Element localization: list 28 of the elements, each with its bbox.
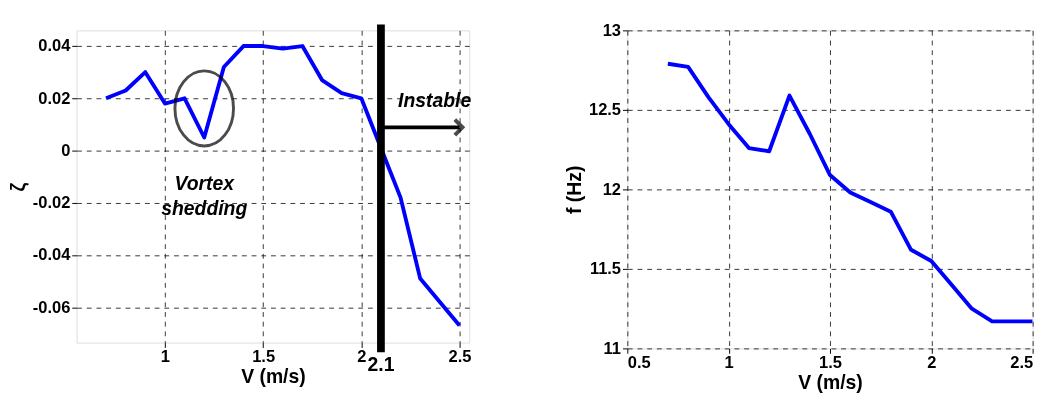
y-tick-label: 11 bbox=[603, 338, 622, 357]
x-tick-label: 1.5 bbox=[252, 347, 276, 366]
x-tick-label: 2.5 bbox=[448, 347, 472, 366]
y-tick-label: 12.5 bbox=[588, 100, 622, 119]
y-axis-title: f (Hz) bbox=[563, 165, 586, 215]
y-tick-label: 11.5 bbox=[589, 259, 622, 278]
x-axis-title: V (m/s) bbox=[798, 370, 863, 393]
annotation: Instable bbox=[398, 88, 472, 111]
x-tick-label: 0.5 bbox=[627, 353, 651, 372]
x-tick-label: 2 bbox=[357, 347, 367, 366]
y-tick-label: 13 bbox=[602, 20, 622, 39]
y-tick-label: -0.02 bbox=[32, 193, 71, 212]
x-tick-label: 1 bbox=[160, 347, 171, 366]
y-axis-title: ζ bbox=[6, 182, 29, 192]
annotation: Vortex shedding bbox=[161, 171, 248, 220]
ref-line-label: 2.1 bbox=[367, 352, 395, 375]
x-tick-label: 1.5 bbox=[819, 353, 842, 372]
y-tick-label: 0.02 bbox=[38, 88, 71, 107]
y-tick-label: 12 bbox=[602, 179, 622, 198]
y-tick-label: 0 bbox=[61, 140, 71, 159]
x-tick-label: 2.5 bbox=[1010, 353, 1034, 372]
y-tick-label: 0.04 bbox=[38, 36, 72, 55]
x-tick-label: 2 bbox=[927, 353, 937, 372]
y-tick-label: -0.06 bbox=[32, 297, 71, 316]
x-tick-label: 1 bbox=[724, 353, 734, 372]
line-series bbox=[665, 61, 1033, 324]
x-axis-title: V (m/s) bbox=[241, 364, 306, 387]
y-tick-label: -0.04 bbox=[32, 245, 72, 264]
